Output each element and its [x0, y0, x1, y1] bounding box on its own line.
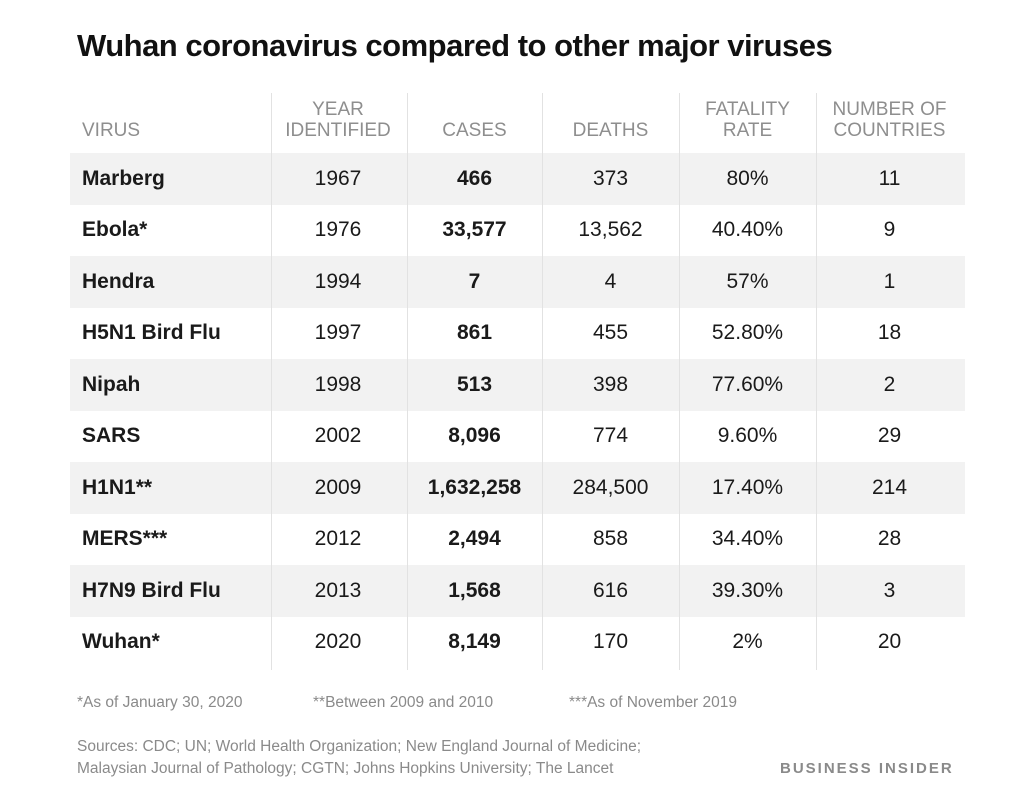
column-divider: [542, 93, 543, 670]
sources-line-2: Malaysian Journal of Pathology; CGTN; Jo…: [77, 760, 614, 777]
cell-fatality-rate: 34.40%: [711, 527, 784, 551]
cell-countries: 11: [878, 166, 901, 190]
cell-fatality-rate: 9.60%: [717, 424, 778, 448]
cell-countries: 28: [877, 527, 902, 551]
cell-virus: Hendra: [82, 269, 155, 293]
table-row: Nipah 1998 513 398 77.60% 2: [70, 359, 965, 411]
cell-cases: 2,494: [448, 527, 501, 551]
cell-year: 1967: [314, 166, 362, 190]
column-divider: [816, 93, 817, 670]
cell-cases: 861: [456, 321, 493, 345]
table-row: Marberg 1967 466 373 80% 11: [70, 153, 965, 205]
cell-year: 1997: [314, 321, 362, 345]
cell-year: 1994: [314, 269, 362, 293]
cell-countries: 2: [883, 372, 896, 396]
cell-virus: H7N9 Bird Flu: [82, 578, 221, 602]
cell-deaths: 373: [592, 166, 629, 190]
cell-cases: 8,149: [448, 630, 501, 654]
cell-countries: 214: [871, 475, 908, 499]
cell-deaths: 858: [592, 527, 629, 551]
virus-comparison-table: VIRUS YEAR IDENTIFIED CASES DEATHS FATALITY …: [70, 93, 965, 670]
cell-year: 1976: [314, 218, 362, 242]
cell-fatality-rate: 77.60%: [711, 372, 784, 396]
cell-countries: 18: [877, 321, 902, 345]
cell-deaths: 4: [604, 269, 617, 293]
cell-virus: H5N1 Bird Flu: [82, 321, 221, 345]
table-body: Marberg 1967 466 373 80% 11 Ebola* 1976 33,577 13…: [70, 153, 965, 668]
cell-countries: 3: [883, 578, 896, 602]
table-row: MERS*** 2012 2,494 858 34.40% 28: [70, 514, 965, 566]
column-divider: [679, 93, 680, 670]
footnote-2: **Between 2009 and 2010: [313, 694, 494, 711]
cell-fatality-rate: 40.40%: [711, 218, 784, 242]
cell-virus: Wuhan*: [82, 630, 160, 654]
cell-deaths: 284,500: [572, 475, 649, 499]
business-insider-logo: BUSINESS INSIDER: [780, 760, 954, 777]
cell-year: 2013: [314, 578, 362, 602]
cell-year: 2002: [314, 424, 362, 448]
header-number-of-countries: NUMBER OF COUNTRIES: [832, 99, 947, 141]
header-deaths: DEATHS: [572, 120, 649, 141]
table-row: SARS 2002 8,096 774 9.60% 29: [70, 411, 965, 463]
cell-fatality-rate: 80%: [726, 166, 769, 190]
cell-fatality-rate: 57%: [726, 269, 769, 293]
table-row: Wuhan* 2020 8,149 170 2% 20: [70, 617, 965, 669]
sources: Sources: CDC; UN; World Health Organizat…: [77, 736, 757, 780]
footnote-1: *As of January 30, 2020: [77, 694, 243, 711]
column-divider: [407, 93, 408, 670]
cell-cases: 1,632,258: [427, 475, 522, 499]
cell-fatality-rate: 2%: [732, 630, 763, 654]
cell-countries: 9: [883, 218, 896, 242]
table-row: H5N1 Bird Flu 1997 861 455 52.80% 18: [70, 308, 965, 360]
cell-year: 2020: [314, 630, 362, 654]
sources-line-1: Sources: CDC; UN; World Health Organizat…: [77, 738, 641, 755]
cell-cases: 33,577: [442, 218, 507, 242]
header-fatality-rate: FATALITY RATE: [705, 99, 790, 141]
cell-cases: 466: [456, 166, 493, 190]
header-virus: VIRUS: [82, 120, 141, 141]
cell-countries: 29: [877, 424, 902, 448]
cell-cases: 1,568: [448, 578, 501, 602]
cell-countries: 20: [877, 630, 902, 654]
table-header-row: VIRUS YEAR IDENTIFIED CASES DEATHS FATALITY …: [70, 93, 965, 153]
cell-virus: Ebola*: [82, 218, 148, 242]
footnote-3: ***As of November 2019: [569, 694, 738, 711]
cell-fatality-rate: 17.40%: [711, 475, 784, 499]
table-row: Ebola* 1976 33,577 13,562 40.40% 9: [70, 205, 965, 257]
cell-cases: 513: [456, 372, 493, 396]
cell-deaths: 616: [592, 578, 629, 602]
table-row: Hendra 1994 7 4 57% 1: [70, 256, 965, 308]
cell-deaths: 13,562: [578, 218, 643, 242]
cell-virus: SARS: [82, 424, 141, 448]
cell-virus: H1N1**: [82, 475, 153, 499]
cell-deaths: 398: [592, 372, 629, 396]
cell-virus: MERS***: [82, 527, 168, 551]
header-year-identified: YEAR IDENTIFIED: [285, 99, 391, 141]
cell-fatality-rate: 52.80%: [711, 321, 784, 345]
cell-year: 2009: [314, 475, 362, 499]
header-cases: CASES: [442, 120, 507, 141]
cell-year: 1998: [314, 372, 362, 396]
cell-deaths: 455: [592, 321, 629, 345]
chart-title: Wuhan coronavirus compared to other majo…: [77, 28, 833, 63]
cell-fatality-rate: 39.30%: [711, 578, 784, 602]
cell-cases: 8,096: [448, 424, 501, 448]
cell-virus: Marberg: [82, 166, 165, 190]
table-row: H7N9 Bird Flu 2013 1,568 616 39.30% 3: [70, 565, 965, 617]
cell-deaths: 774: [592, 424, 629, 448]
cell-cases: 7: [468, 269, 481, 293]
cell-deaths: 170: [592, 630, 629, 654]
table-row: H1N1** 2009 1,632,258 284,500 17.40% 214: [70, 462, 965, 514]
cell-year: 2012: [314, 527, 362, 551]
cell-countries: 1: [883, 269, 896, 293]
cell-virus: Nipah: [82, 372, 141, 396]
column-divider: [271, 93, 272, 670]
